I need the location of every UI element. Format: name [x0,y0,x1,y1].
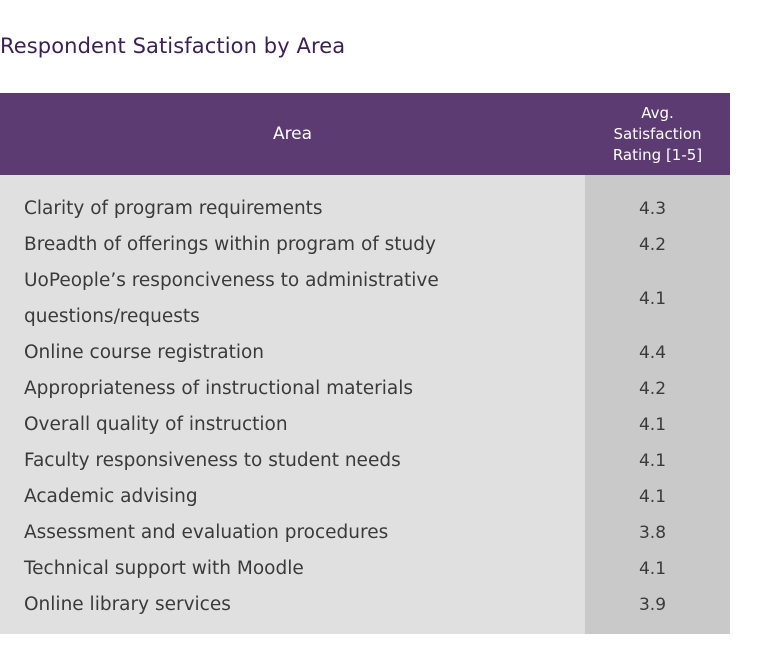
column-header-rating: Avg. Satisfaction Rating [1-5] [612,103,703,164]
table-header: Area Avg. Satisfaction Rating [1-5] [0,93,730,175]
table-row: UoPeople’s responciveness to administrat… [0,263,730,335]
row-rating-value: 4.4 [638,343,667,363]
table-row: Academic advising 4.1 [0,479,730,515]
table-row: Assessment and evaluation procedures 3.8 [0,515,730,551]
row-area-label: Appropriateness of instructional materia… [24,378,414,399]
table-body-area-column [0,175,585,634]
row-area-label: Academic advising [24,486,198,507]
row-area-label: UoPeople’s responciveness to administrat… [24,270,439,327]
table-row: Breadth of offerings within program of s… [0,227,730,263]
row-rating-value: 4.1 [638,415,667,435]
row-rating-value: 4.1 [638,559,667,579]
row-rating-value: 4.1 [638,487,667,507]
row-area-label: Technical support with Moodle [24,558,304,579]
satisfaction-table: Area Avg. Satisfaction Rating [1-5] Clar… [0,93,730,634]
row-area-label: Clarity of program requirements [24,198,323,219]
row-area-label: Online course registration [24,342,265,363]
row-area-label: Breadth of offerings within program of s… [24,234,436,255]
table-row: Online library services 3.9 [0,587,730,623]
table-body-rating-column [585,175,730,634]
row-area-label: Overall quality of instruction [24,414,288,435]
table-row: Technical support with Moodle 4.1 [0,551,730,587]
row-area-label: Online library services [24,594,231,615]
table-rows: Clarity of program requirements 4.3 Breadt… [0,191,730,623]
row-rating-value: 3.8 [638,523,667,543]
table-row: Appropriateness of instructional materia… [0,371,730,407]
row-rating-value: 4.1 [638,451,667,471]
table-row: Overall quality of instruction 4.1 [0,407,730,443]
row-rating-value: 4.3 [638,199,667,219]
table-row: Clarity of program requirements 4.3 [0,191,730,227]
row-rating-value: 4.1 [638,289,667,309]
row-rating-value: 3.9 [638,595,667,615]
column-header-area: Area [272,124,313,144]
row-rating-value: 4.2 [638,379,667,399]
table-row: Online course registration 4.4 [0,335,730,371]
table-row: Faculty responsiveness to student needs 4… [0,443,730,479]
row-area-label: Faculty responsiveness to student needs [24,450,401,471]
row-area-label: Assessment and evaluation procedures [24,522,389,543]
chart-title: Respondent Satisfaction by Area [0,34,346,58]
row-rating-value: 4.2 [638,235,667,255]
